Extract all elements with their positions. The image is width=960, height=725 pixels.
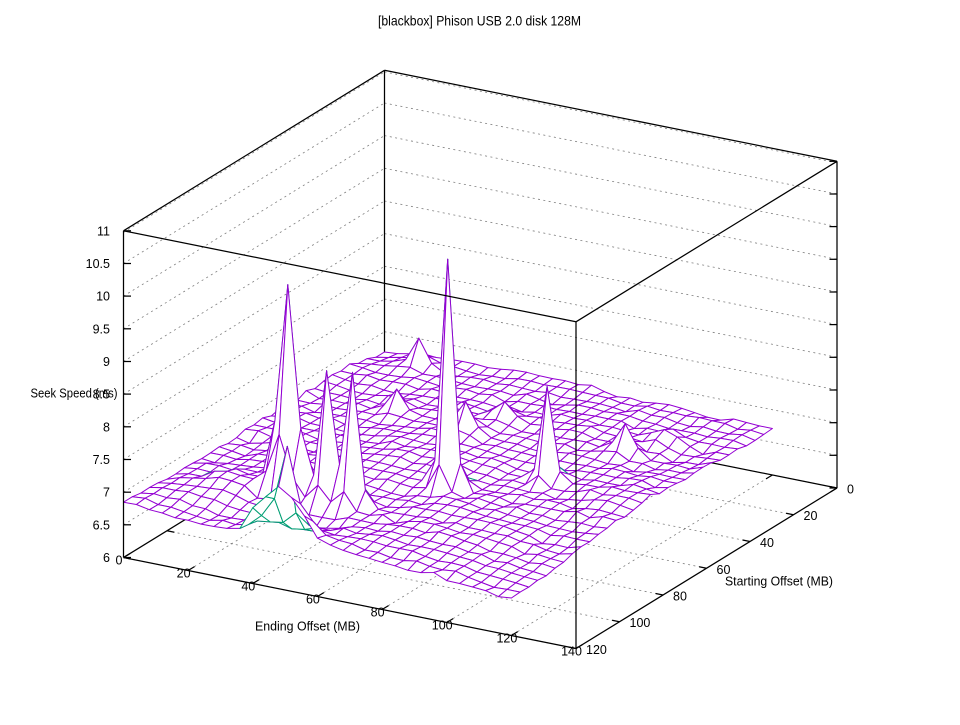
svg-text:11: 11 [97, 224, 110, 238]
svg-text:60: 60 [717, 563, 731, 577]
svg-text:Ending Offset (MB): Ending Offset (MB) [255, 619, 360, 634]
svg-text:140: 140 [561, 645, 582, 659]
svg-text:80: 80 [673, 590, 687, 604]
svg-text:40: 40 [760, 536, 774, 550]
svg-text:Starting Offset (MB): Starting Offset (MB) [725, 574, 833, 589]
svg-text:7: 7 [103, 486, 110, 500]
svg-text:80: 80 [371, 606, 385, 620]
svg-text:6: 6 [103, 551, 110, 565]
svg-text:60: 60 [306, 593, 320, 607]
svg-text:20: 20 [804, 509, 818, 523]
svg-text:0: 0 [116, 554, 123, 568]
svg-text:40: 40 [241, 580, 255, 594]
svg-text:7.5: 7.5 [93, 453, 110, 467]
svg-text:0: 0 [847, 483, 854, 497]
svg-text:Seek Speed (ms): Seek Speed (ms) [31, 386, 118, 401]
svg-text:[blackbox] Phison USB 2.0 disk: [blackbox] Phison USB 2.0 disk 128M [378, 13, 581, 29]
svg-text:10: 10 [96, 290, 110, 304]
svg-text:8.5: 8.5 [93, 388, 110, 402]
svg-text:9: 9 [103, 355, 110, 369]
svg-text:20: 20 [177, 567, 191, 581]
svg-text:9.5: 9.5 [93, 322, 110, 336]
svg-text:8: 8 [103, 420, 110, 434]
svg-text:120: 120 [586, 643, 607, 657]
svg-text:100: 100 [432, 619, 453, 633]
svg-text:10.5: 10.5 [86, 257, 110, 271]
svg-text:6.5: 6.5 [93, 518, 110, 532]
svg-text:120: 120 [496, 632, 517, 646]
svg-text:100: 100 [630, 616, 651, 630]
